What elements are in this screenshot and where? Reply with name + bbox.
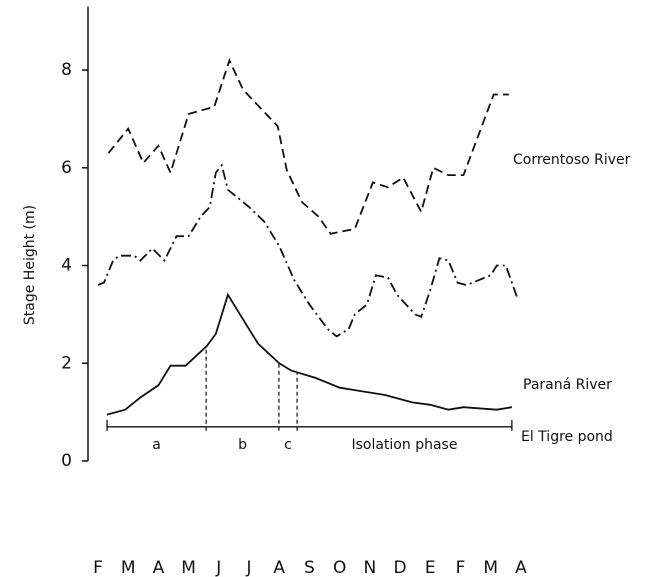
x-tick-label: A xyxy=(273,558,285,577)
x-tick-label: F xyxy=(93,558,103,577)
x-tick-label: A xyxy=(153,558,165,577)
x-tick-label: F xyxy=(456,558,466,577)
x-tick-label: A xyxy=(515,558,527,577)
y-axis-label: Stage Height (m) xyxy=(22,205,38,325)
series-line xyxy=(106,292,513,416)
x-tick-label: J xyxy=(246,558,252,577)
y-tick-label: 6 xyxy=(61,158,72,178)
phase-label: b xyxy=(238,437,247,453)
series-label: Correntoso River xyxy=(513,152,631,168)
x-tick-label: S xyxy=(304,558,315,577)
series-line xyxy=(97,163,519,338)
phase-label: Isolation phase xyxy=(351,437,457,453)
y-tick-label: 0 xyxy=(61,451,72,471)
x-tick-label: J xyxy=(215,558,221,577)
x-tick-label: O xyxy=(333,558,346,577)
x-tick-label: M xyxy=(181,558,196,577)
y-tick-label: 2 xyxy=(61,353,72,373)
x-tick-label: M xyxy=(121,558,136,577)
y-tick-label: 8 xyxy=(61,60,72,80)
phase-label: c xyxy=(284,437,292,453)
series-line xyxy=(107,57,509,235)
series-label: El Tigre pond xyxy=(521,429,613,445)
series-label: Paraná River xyxy=(523,377,612,393)
y-tick-label: 4 xyxy=(61,256,72,276)
x-tick-label: E xyxy=(425,558,436,577)
x-tick-label: D xyxy=(394,558,407,577)
x-tick-label: N xyxy=(364,558,377,577)
phase-label: a xyxy=(152,437,161,453)
x-tick-label: M xyxy=(483,558,498,577)
